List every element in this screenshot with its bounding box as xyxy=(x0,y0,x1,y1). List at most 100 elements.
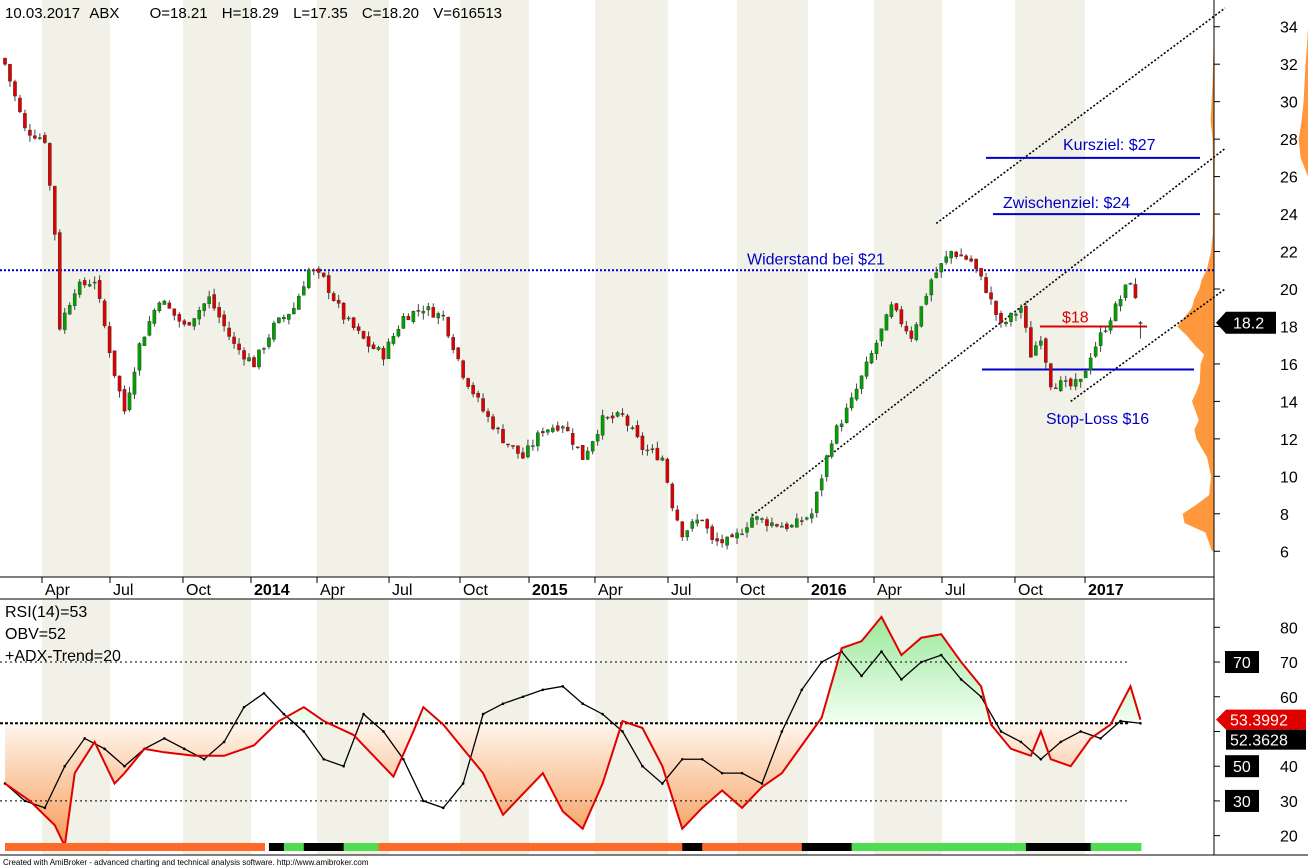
indicator-tick-label: 40 xyxy=(1280,759,1298,776)
candle-body xyxy=(645,449,650,452)
candle-body xyxy=(630,427,635,429)
candle-body xyxy=(446,317,451,337)
candle-body xyxy=(8,64,12,82)
candle-body xyxy=(1019,307,1023,313)
obv-point xyxy=(163,737,166,740)
level-badge xyxy=(1225,789,1259,812)
obv-point xyxy=(601,712,604,716)
candle-body xyxy=(232,336,236,344)
candle-body xyxy=(172,308,177,316)
y-tick-label: 34 xyxy=(1280,20,1298,37)
candle-body xyxy=(182,320,187,325)
candle-body xyxy=(1068,378,1073,387)
candle-body xyxy=(899,309,904,325)
y-tick-label: 26 xyxy=(1280,170,1298,187)
candle-body xyxy=(207,296,211,304)
candle-body xyxy=(819,478,824,491)
candle-body xyxy=(1009,312,1013,322)
candle-body xyxy=(849,397,854,409)
candle-body xyxy=(127,392,132,411)
period-stripe xyxy=(808,0,874,855)
candle-body xyxy=(964,255,968,260)
candle-body xyxy=(775,524,779,527)
obv-point xyxy=(1019,740,1023,744)
candle-body xyxy=(814,491,819,513)
candle-body xyxy=(456,347,460,360)
candle-body xyxy=(381,347,386,360)
candle-body xyxy=(331,293,336,301)
candle-body xyxy=(426,306,431,311)
candle-body xyxy=(501,428,505,444)
candle-body xyxy=(436,313,441,319)
candle-body xyxy=(386,341,391,359)
candle-body xyxy=(252,357,256,368)
candle-body xyxy=(137,343,142,371)
last-price-label: 18.2 xyxy=(1233,316,1264,333)
obv-point xyxy=(521,695,525,699)
obv-point xyxy=(999,730,1003,733)
y-tick-label: 12 xyxy=(1280,432,1298,449)
adx-trend-segment xyxy=(702,843,803,851)
candle-body xyxy=(869,353,874,364)
obv-point xyxy=(860,674,863,678)
x-tick-label: Oct xyxy=(463,582,488,599)
candle-body xyxy=(575,446,580,449)
adx-trend-segment xyxy=(682,843,704,851)
candle-body xyxy=(1063,380,1068,382)
obv-point xyxy=(760,782,764,785)
candle-body xyxy=(755,516,759,520)
candle-body xyxy=(710,526,714,540)
candle-body xyxy=(122,389,127,412)
x-tick-label: Apr xyxy=(320,582,346,599)
obv-point xyxy=(63,764,67,768)
candle-body xyxy=(23,113,27,129)
indicator-legend: RSI(14)=53 OBV=52 +ADX-Trend=20 xyxy=(5,604,121,665)
candle-body xyxy=(1123,284,1128,298)
obv-point xyxy=(282,712,286,716)
candle-body xyxy=(92,281,97,284)
candle-body xyxy=(904,325,909,332)
obv-point xyxy=(780,730,784,733)
candle-body xyxy=(949,251,953,259)
y-tick-label: 14 xyxy=(1280,394,1298,411)
y-tick-label: 30 xyxy=(1280,95,1298,112)
candle-body xyxy=(924,295,929,305)
obv-point xyxy=(382,730,385,733)
candle-body xyxy=(536,432,540,447)
candle-body xyxy=(555,425,560,431)
candle-body xyxy=(147,321,152,336)
obv-point xyxy=(242,705,246,709)
candle-body xyxy=(466,378,470,387)
header-symbol: ABX xyxy=(89,5,119,22)
candle-body xyxy=(809,513,814,519)
x-tick-label: Oct xyxy=(1018,582,1043,599)
candle-body xyxy=(735,532,739,539)
candle-body xyxy=(720,539,724,544)
candle-body xyxy=(829,443,834,457)
obv-point xyxy=(461,782,465,785)
candle-body xyxy=(884,314,889,331)
obv-point xyxy=(481,712,485,716)
candle-body xyxy=(13,81,17,97)
obv-point xyxy=(820,660,824,664)
level-badge xyxy=(1225,651,1259,674)
y-tick-label: 22 xyxy=(1280,245,1298,262)
obv-point xyxy=(900,678,903,681)
candle-body xyxy=(615,412,620,417)
candle-body xyxy=(162,300,167,305)
candle-body xyxy=(705,519,709,529)
indicator-tick-label: 60 xyxy=(1280,690,1298,707)
candle-body xyxy=(306,269,311,288)
candle-body xyxy=(800,520,804,522)
candle-body xyxy=(77,281,82,295)
obv-point xyxy=(342,764,345,768)
candle-body xyxy=(715,538,719,542)
header-high: H=18.29 xyxy=(222,5,279,22)
candle-body xyxy=(192,318,197,327)
horizontal-levels: Widerstand bei $21 Kursziel: $27 Zwischenz… xyxy=(0,137,1214,428)
obv-point xyxy=(541,688,545,692)
obv-point xyxy=(422,799,425,803)
adx-trend-segment xyxy=(801,843,853,851)
